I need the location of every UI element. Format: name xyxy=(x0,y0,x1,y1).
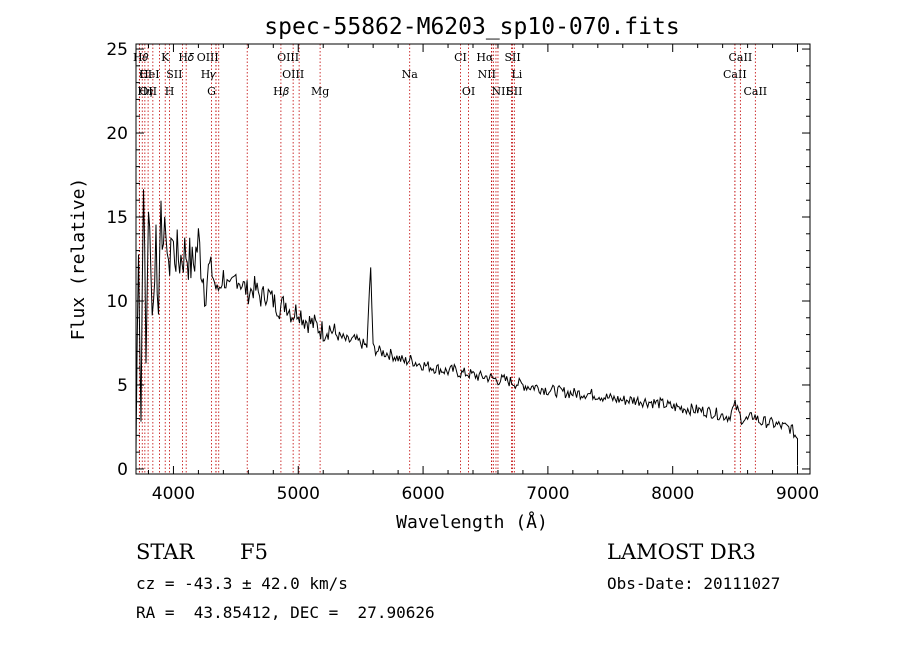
x-tick-label: 6000 xyxy=(401,484,444,504)
axis-ticks: 4000 5000 6000 7000 8000 9000 0 5 10 15 20 25 xyxy=(106,40,819,504)
spectral-line-label: K xyxy=(161,51,170,64)
y-tick-label: 20 xyxy=(106,124,128,144)
x-axis-label: Wavelength (Å) xyxy=(396,511,548,533)
y-tick-label: 5 xyxy=(117,376,128,396)
spectral-line-label: Hα xyxy=(476,51,494,64)
spectral-line-label: HeI xyxy=(139,68,159,81)
spectrum-line xyxy=(135,189,798,466)
x-tick-label: 8000 xyxy=(651,484,694,504)
chart-title: spec-55862-M6203_sp10-070.fits xyxy=(264,14,679,40)
spectral-line-label: CaII xyxy=(723,68,747,81)
spectral-line-label: SII xyxy=(504,51,520,64)
spectral-line-markers xyxy=(138,44,756,474)
x-tick-label: 7000 xyxy=(526,484,569,504)
spectral-line-label: H𝛽 xyxy=(273,85,289,98)
y-tick-label: 25 xyxy=(106,40,128,60)
spectral-line-label: OIII xyxy=(197,51,219,64)
y-axis-label: Flux (relative) xyxy=(68,178,89,341)
plot-frame xyxy=(135,43,811,475)
spectral-line-label: OI xyxy=(462,85,475,98)
x-tick-label: 5000 xyxy=(277,484,320,504)
spectral-line-label: CaII xyxy=(729,51,753,64)
spectral-line-label: OIII xyxy=(277,51,299,64)
y-tick-label: 0 xyxy=(117,460,128,480)
object-subclass: F5 xyxy=(240,540,268,564)
y-tick-label: 10 xyxy=(106,292,128,312)
spectrum-chart: spec-55862-M6203_sp10-070.fits H𝜃 K H𝛿 OIII… xyxy=(68,14,819,533)
spectral-line-label: Mg xyxy=(311,85,329,98)
spectral-line-label: CI xyxy=(139,68,152,81)
spectral-line-label: Na xyxy=(402,68,419,81)
spectral-line-label: NII xyxy=(478,68,496,81)
spectral-line-label: H𝛿 xyxy=(178,51,195,64)
spectral-line-label: H𝜂 xyxy=(137,85,153,98)
spectral-line-label: G xyxy=(207,85,216,98)
x-tick-label: 9000 xyxy=(776,484,819,504)
spectral-line-label: SII xyxy=(506,85,522,98)
y-tick-label: 15 xyxy=(106,208,128,228)
survey-name: LAMOST DR3 xyxy=(607,540,756,564)
coordinates: RA = 43.85412, DEC = 27.90626 xyxy=(136,603,435,622)
spectral-line-label: SII xyxy=(166,68,182,81)
spectral-line-label: H xyxy=(165,85,175,98)
spectral-line-label: OII xyxy=(139,85,157,98)
spectral-line-label: OIII xyxy=(282,68,304,81)
spectral-line-label: CaII xyxy=(743,85,767,98)
spectral-line-label: H𝜃 xyxy=(133,51,149,64)
spectral-line-label: H𝛾 xyxy=(201,68,217,81)
observation-date: Obs-Date: 20111027 xyxy=(607,574,781,593)
spectral-line-label: CI xyxy=(454,51,467,64)
object-class: STAR xyxy=(136,540,195,564)
x-tick-label: 4000 xyxy=(152,484,195,504)
redshift-readout: cz = -43.3 ± 42.0 km/s xyxy=(136,574,348,593)
spectral-line-label: NII xyxy=(491,85,509,98)
spectral-line-label: Li xyxy=(511,68,522,81)
